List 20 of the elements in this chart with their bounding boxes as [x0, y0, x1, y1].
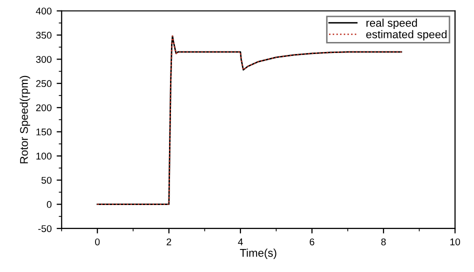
y-axis-title: Rotor Speed(rpm): [20, 76, 30, 164]
legend-label: real speed: [366, 18, 417, 30]
y-tick-label: 350: [36, 32, 52, 39]
y-tick-label: 300: [36, 56, 52, 63]
y-tick-label: 400: [36, 8, 52, 14]
x-tick-label: 10: [450, 238, 460, 246]
x-tick-label: 4: [238, 238, 243, 246]
y-tick-label: 150: [36, 128, 52, 136]
x-tick-label: 0: [95, 238, 100, 246]
y-tick-label: 250: [36, 80, 52, 88]
y-tick-label: 200: [36, 104, 52, 112]
y-tick-label: 0: [46, 201, 52, 208]
y-tick-label: 50: [41, 176, 52, 184]
y-tick-label: -50: [38, 225, 52, 232]
x-tick-label: 8: [381, 238, 386, 246]
y-tick-label: 100: [36, 152, 52, 160]
x-tick-label: 6: [310, 238, 314, 246]
x-axis-title: Time(s): [240, 248, 276, 260]
legend-label: estimated speed: [366, 30, 447, 40]
x-tick-label: 2: [166, 238, 172, 246]
